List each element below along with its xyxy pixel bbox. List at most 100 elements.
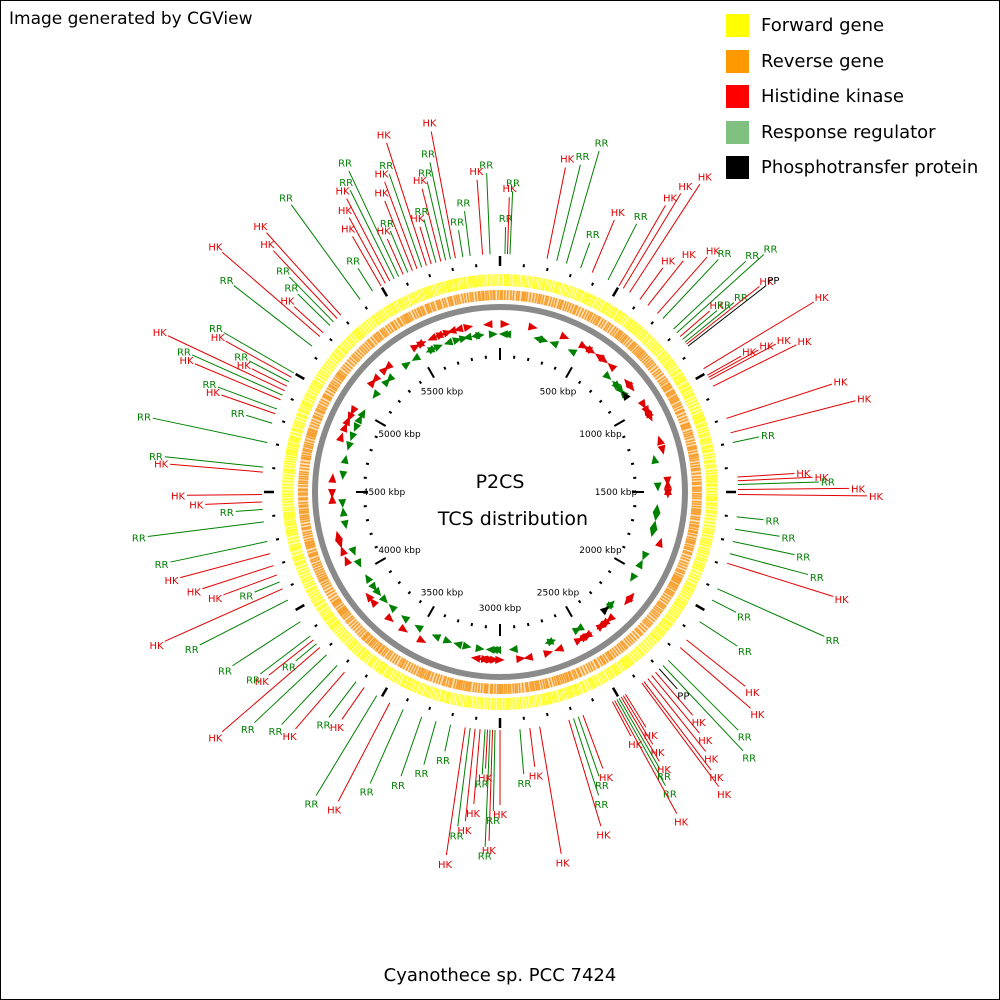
leader-line-rr bbox=[729, 553, 809, 576]
reverse-gene bbox=[369, 336, 378, 346]
reverse-gene bbox=[562, 673, 567, 684]
forward-gene bbox=[432, 687, 439, 700]
reverse-gene bbox=[539, 679, 544, 690]
reverse-gene bbox=[318, 401, 329, 407]
forward-gene bbox=[368, 317, 377, 328]
tcs-label-rr: RR bbox=[810, 573, 824, 584]
reverse-gene bbox=[620, 640, 629, 649]
tcs-label-pp: PP bbox=[677, 692, 689, 703]
outer-tick-minor bbox=[546, 267, 549, 272]
forward-gene bbox=[383, 665, 391, 677]
tcs-marker-hk bbox=[598, 354, 608, 364]
tcs-marker-hk bbox=[384, 613, 394, 623]
forward-gene bbox=[342, 339, 353, 350]
forward-gene bbox=[349, 333, 359, 344]
reverse-gene bbox=[526, 681, 530, 693]
forward-gene bbox=[372, 314, 381, 326]
tcs-label-rr: RR bbox=[717, 301, 731, 312]
leader-line-hk bbox=[679, 310, 711, 337]
forward-gene bbox=[702, 527, 715, 531]
forward-gene bbox=[328, 355, 340, 365]
leader-line-rr bbox=[217, 386, 278, 410]
tcs-label-hk: HK bbox=[650, 748, 665, 759]
reverse-gene bbox=[560, 673, 565, 684]
reverse-gene bbox=[669, 580, 680, 587]
leader-line-rr bbox=[389, 230, 409, 273]
reverse-gene bbox=[631, 630, 640, 639]
tcs-label-rr: RR bbox=[634, 212, 648, 223]
tcs-label-hk: HK bbox=[628, 740, 643, 751]
outer-tick-minor bbox=[667, 642, 671, 646]
forward-gene bbox=[383, 307, 391, 319]
forward-gene bbox=[680, 387, 692, 395]
tcs-label-hk: HK bbox=[759, 342, 774, 353]
reverse-gene bbox=[384, 325, 392, 335]
forward-gene bbox=[360, 323, 370, 334]
forward-gene bbox=[588, 677, 596, 689]
reverse-gene bbox=[401, 314, 409, 325]
reverse-gene bbox=[582, 664, 589, 675]
reverse-gene bbox=[606, 324, 614, 334]
forward-gene bbox=[324, 613, 335, 623]
forward-gene bbox=[696, 426, 709, 432]
outer-tick-minor bbox=[290, 397, 294, 401]
forward-gene bbox=[684, 582, 697, 589]
forward-gene bbox=[683, 584, 695, 592]
tcs-label-hk: HK bbox=[777, 336, 792, 347]
reverse-gene bbox=[679, 559, 690, 565]
reverse-gene bbox=[305, 543, 316, 548]
forward-gene bbox=[540, 278, 545, 291]
reverse-gene bbox=[684, 435, 695, 441]
leader-line-hk bbox=[647, 260, 684, 306]
reverse-gene bbox=[592, 314, 599, 325]
reverse-gene bbox=[681, 424, 692, 430]
tcs-label-hk: HK bbox=[253, 222, 268, 233]
reverse-gene bbox=[352, 353, 361, 362]
reverse-gene bbox=[307, 430, 318, 436]
forward-gene bbox=[378, 310, 387, 322]
tick-label: 1000 kbp bbox=[579, 430, 622, 440]
forward-gene bbox=[389, 303, 397, 315]
tcs-label-hk: HK bbox=[503, 184, 518, 195]
forward-gene bbox=[284, 457, 297, 461]
tcs-marker-rr bbox=[443, 337, 454, 346]
forward-gene bbox=[375, 661, 385, 673]
tcs-label-rr: RR bbox=[764, 244, 778, 255]
leader-line-hk bbox=[582, 714, 604, 769]
legend-item-reverse-gene: Reverse gene bbox=[726, 44, 978, 80]
reverse-gene bbox=[589, 313, 597, 324]
reverse-gene bbox=[466, 292, 470, 303]
forward-gene bbox=[356, 647, 366, 658]
forward-gene bbox=[300, 402, 313, 410]
center-title: P2CS bbox=[476, 471, 525, 493]
forward-gene bbox=[538, 277, 542, 290]
reverse-gene bbox=[468, 681, 472, 692]
reverse-gene bbox=[394, 655, 401, 665]
reverse-gene bbox=[558, 674, 564, 685]
forward-gene bbox=[380, 308, 389, 320]
reverse-gene bbox=[313, 565, 324, 571]
reverse-gene bbox=[635, 627, 644, 636]
forward-gene bbox=[673, 601, 685, 609]
tick-minor bbox=[577, 599, 582, 604]
tick-major bbox=[565, 605, 573, 618]
tcs-label-hk: HK bbox=[698, 173, 713, 184]
tcs-marker-rr bbox=[653, 482, 662, 492]
tick-major bbox=[427, 366, 435, 379]
tcs-marker-rr bbox=[549, 341, 560, 349]
tcs-label-hk: HK bbox=[596, 831, 611, 842]
leader-line-hk bbox=[180, 553, 271, 579]
forward-gene bbox=[484, 274, 487, 287]
forward-gene bbox=[514, 697, 517, 710]
reverse-gene bbox=[477, 682, 481, 693]
reverse-gene bbox=[522, 291, 525, 302]
leader-line-rr bbox=[357, 267, 373, 292]
leader-line-hk bbox=[346, 198, 391, 282]
forward-gene bbox=[380, 664, 389, 676]
tick-minor bbox=[407, 590, 412, 595]
forward-gene bbox=[525, 275, 529, 288]
reverse-gene bbox=[443, 297, 448, 308]
leader-line-rr bbox=[662, 665, 744, 752]
forward-gene bbox=[680, 590, 692, 598]
